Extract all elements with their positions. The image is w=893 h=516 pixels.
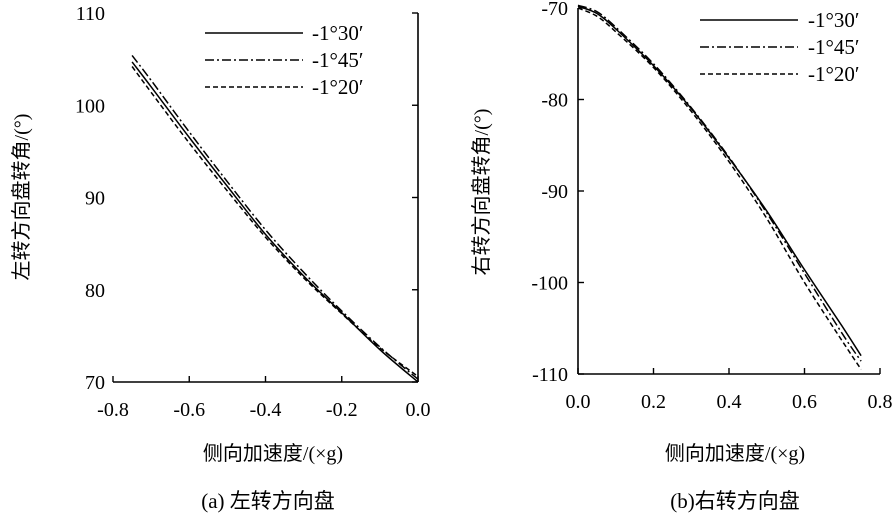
y-tick-label: 80	[85, 280, 105, 302]
x-tick-label: -0.8	[97, 399, 129, 421]
legend-label-2: -1°20′	[808, 62, 860, 86]
x-tick-label: 0.2	[641, 391, 666, 413]
right-ylabel: 右转方向盘转角/(°)	[470, 109, 493, 276]
y-tick-label: 90	[85, 188, 105, 210]
y-tick-label: -100	[531, 273, 568, 295]
series-line-0	[577, 5, 862, 357]
y-tick-label: -90	[541, 181, 568, 203]
y-tick-label: -70	[541, 0, 568, 20]
right-xlabel: 侧向加速度/(×g)	[665, 442, 805, 465]
legend-label-1: -1°45′	[312, 48, 364, 72]
y-tick-label: 100	[75, 95, 105, 117]
chart-right-panel: 右转方向盘转角/(°) 侧向加速度/(×g) (b)右转方向盘 -70 -80 -9…	[470, 0, 893, 513]
x-tick-label: -0.6	[173, 399, 205, 421]
left-xlabel: 侧向加速度/(×g)	[203, 442, 343, 465]
x-tick-label: 0.6	[792, 391, 817, 413]
chart-left-panel: 左转方向盘转角/(°) 侧向加速度/(×g) (a) 左转方向盘 70 80 90 1…	[10, 3, 431, 513]
series-line-0	[131, 61, 419, 383]
y-tick-label: -110	[532, 364, 568, 386]
x-tick-label: 0.0	[406, 399, 431, 421]
y-tick-label: 70	[85, 372, 105, 394]
series-line-2	[131, 66, 419, 378]
series-line-1	[131, 54, 419, 380]
series-line-2	[577, 7, 862, 370]
y-tick-label: -80	[541, 90, 568, 112]
right-caption: (b)右转方向盘	[670, 489, 800, 513]
legend-label-1: -1°45′	[808, 35, 860, 59]
legend-label-2: -1°20′	[312, 75, 364, 99]
legend-label-0: -1°30′	[312, 21, 364, 45]
left-ylabel: 左转方向盘转角/(°)	[10, 114, 33, 281]
left-caption: (a) 左转方向盘	[201, 489, 335, 513]
x-tick-label: 0.4	[717, 391, 742, 413]
x-tick-label: -0.4	[250, 399, 282, 421]
series-line-1	[577, 4, 862, 362]
legend-label-0: -1°30′	[808, 8, 860, 32]
x-tick-label: 0.8	[868, 391, 893, 413]
x-tick-label: -0.2	[326, 399, 358, 421]
y-tick-label: 110	[76, 3, 105, 25]
x-tick-label: 0.0	[566, 391, 591, 413]
